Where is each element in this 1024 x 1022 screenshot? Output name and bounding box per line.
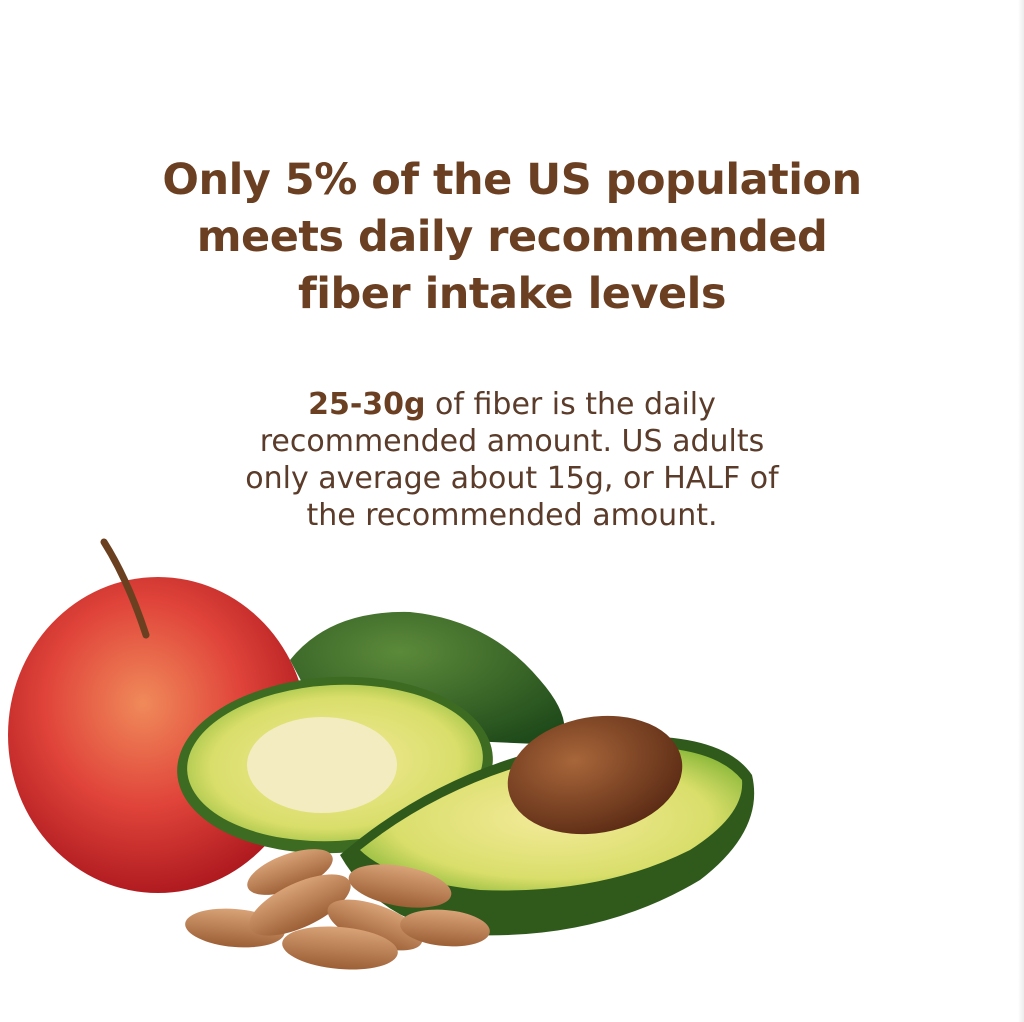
body-line-3: only average about 15g, or HALF of <box>245 461 779 496</box>
body-line-4: the recommended amount. <box>306 498 718 533</box>
body-line-2: recommended amount. US adults <box>259 424 765 459</box>
headline-line-3: fiber intake levels <box>298 269 727 319</box>
headline-line-1: Only 5% of the US population <box>162 155 862 205</box>
headline: Only 5% of the US population meets daily… <box>0 152 1024 323</box>
fiber-amount-highlight: 25-30g <box>308 387 426 422</box>
headline-line-2: meets daily recommended <box>196 212 828 262</box>
body-line-1: 25-30g of fiber is the daily <box>0 386 1024 423</box>
almonds <box>185 849 490 970</box>
right-edge-shadow <box>1018 0 1024 1022</box>
body-paragraph: 25-30g of fiber is the daily recommended… <box>0 386 1024 534</box>
body-line-1-rest: of fiber is the daily <box>425 387 716 422</box>
